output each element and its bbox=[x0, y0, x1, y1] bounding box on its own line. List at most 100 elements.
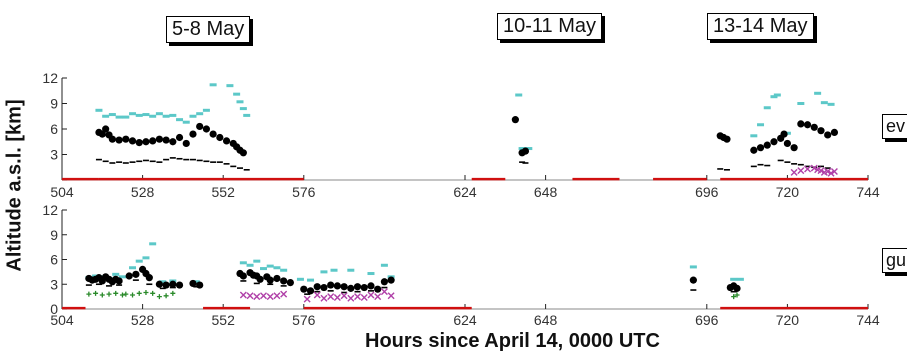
point-black-dash bbox=[176, 157, 183, 160]
point-black-dot bbox=[521, 147, 530, 155]
point-green-plus bbox=[113, 290, 119, 296]
point-magenta-x bbox=[246, 292, 254, 300]
point-green-plus bbox=[731, 294, 737, 300]
point-black-dash bbox=[757, 163, 764, 166]
x-tick-label: 552 bbox=[212, 312, 236, 328]
x-tick-label: 744 bbox=[856, 312, 880, 328]
point-magenta-x bbox=[327, 293, 335, 301]
point-magenta-x bbox=[239, 291, 247, 299]
point-black-dash bbox=[106, 285, 113, 287]
point-cyan-dash bbox=[757, 123, 765, 127]
point-black-dot bbox=[239, 149, 247, 157]
point-black-dash bbox=[169, 286, 176, 289]
point-cyan-dash bbox=[118, 275, 126, 279]
point-cyan-dash bbox=[266, 264, 274, 268]
x-tick-label: 696 bbox=[695, 312, 719, 328]
point-black-dash bbox=[163, 158, 170, 161]
point-magenta-x bbox=[824, 168, 832, 175]
point-cyan-dash bbox=[202, 108, 210, 112]
point-black-dash bbox=[817, 165, 824, 168]
point-black-dash bbox=[280, 285, 287, 287]
point-black-dash bbox=[203, 160, 210, 163]
point-black-dash bbox=[304, 293, 311, 295]
point-black-dot bbox=[797, 120, 805, 128]
point-cyan-dash bbox=[253, 259, 261, 263]
point-green-plus bbox=[86, 291, 92, 297]
point-black-dot bbox=[132, 270, 140, 278]
panel-label-top: ev bbox=[882, 114, 907, 139]
point-magenta-x bbox=[810, 164, 818, 172]
point-cyan-dash bbox=[196, 112, 204, 116]
point-magenta-x bbox=[827, 169, 835, 177]
point-green-plus bbox=[93, 290, 99, 296]
point-cyan-dash bbox=[112, 272, 120, 276]
point-black-dot bbox=[783, 139, 792, 148]
x-tick-label: 528 bbox=[131, 184, 155, 200]
point-cyan-dash bbox=[142, 256, 150, 260]
point-black-dot bbox=[189, 130, 197, 138]
point-black-dot bbox=[182, 139, 190, 148]
point-magenta-x bbox=[374, 293, 382, 301]
point-cyan-dash bbox=[273, 266, 281, 270]
point-black-dot bbox=[209, 130, 217, 138]
point-black-dot bbox=[810, 123, 818, 131]
event-label-13-14-may: 13-14 May bbox=[707, 13, 814, 40]
point-black-dash bbox=[243, 169, 250, 171]
point-black-dot bbox=[306, 287, 315, 295]
y-tick-label: 9 bbox=[50, 227, 58, 243]
point-cyan-dash bbox=[380, 263, 388, 267]
point-green-plus bbox=[99, 292, 105, 298]
point-cyan-dash bbox=[95, 108, 103, 112]
point-magenta-x bbox=[790, 168, 798, 176]
point-black-dash bbox=[791, 163, 798, 165]
event-label-10-11-may: 10-11 May bbox=[497, 13, 603, 40]
point-cyan-dash bbox=[736, 277, 744, 281]
point-cyan-dash bbox=[515, 93, 523, 97]
point-cyan-dash bbox=[233, 92, 241, 96]
point-black-dash bbox=[159, 287, 166, 290]
point-black-dot bbox=[830, 128, 839, 136]
point-magenta-x bbox=[333, 293, 341, 301]
point-cyan-dash bbox=[135, 113, 143, 117]
point-black-dot bbox=[367, 282, 375, 290]
x-tick-label: 624 bbox=[453, 184, 477, 200]
point-black-dot bbox=[98, 130, 106, 138]
point-black-dash bbox=[381, 286, 388, 289]
point-black-dot bbox=[169, 280, 177, 288]
point-black-dash bbox=[116, 284, 123, 286]
point-cyan-dash bbox=[260, 267, 267, 271]
point-magenta-x bbox=[387, 292, 395, 300]
point-black-dot bbox=[511, 116, 519, 124]
point-green-plus bbox=[734, 292, 740, 298]
point-black-dash bbox=[95, 283, 102, 286]
point-black-dash bbox=[764, 164, 771, 167]
x-tick-label: 696 bbox=[695, 184, 719, 200]
y-tick-label: 3 bbox=[50, 276, 58, 292]
point-cyan-dash bbox=[129, 266, 137, 270]
point-magenta-x bbox=[360, 293, 368, 301]
point-cyan-dash bbox=[347, 268, 355, 272]
y-tick-label: 6 bbox=[50, 252, 58, 268]
point-black-dash bbox=[189, 158, 196, 161]
point-black-dot bbox=[196, 122, 204, 131]
point-black-dot bbox=[115, 136, 123, 144]
point-black-dash bbox=[146, 283, 153, 286]
point-black-dot bbox=[300, 285, 308, 293]
point-cyan-dash bbox=[102, 114, 110, 118]
point-cyan-dash bbox=[122, 115, 130, 119]
point-black-dot bbox=[803, 121, 812, 129]
point-cyan-dash bbox=[239, 261, 247, 265]
point-black-dot bbox=[763, 141, 771, 149]
point-black-dot bbox=[145, 274, 153, 282]
point-black-dot bbox=[360, 283, 368, 292]
point-black-dot bbox=[380, 278, 388, 286]
point-cyan-dash bbox=[226, 84, 234, 88]
point-black-dash bbox=[327, 290, 334, 292]
point-cyan-dash bbox=[182, 120, 190, 124]
point-cyan-dash bbox=[209, 83, 217, 87]
x-tick-label: 552 bbox=[212, 184, 236, 200]
point-black-dot bbox=[162, 281, 170, 289]
point-black-dot bbox=[142, 138, 150, 146]
point-black-dash bbox=[116, 161, 123, 163]
point-cyan-dash bbox=[770, 95, 778, 99]
